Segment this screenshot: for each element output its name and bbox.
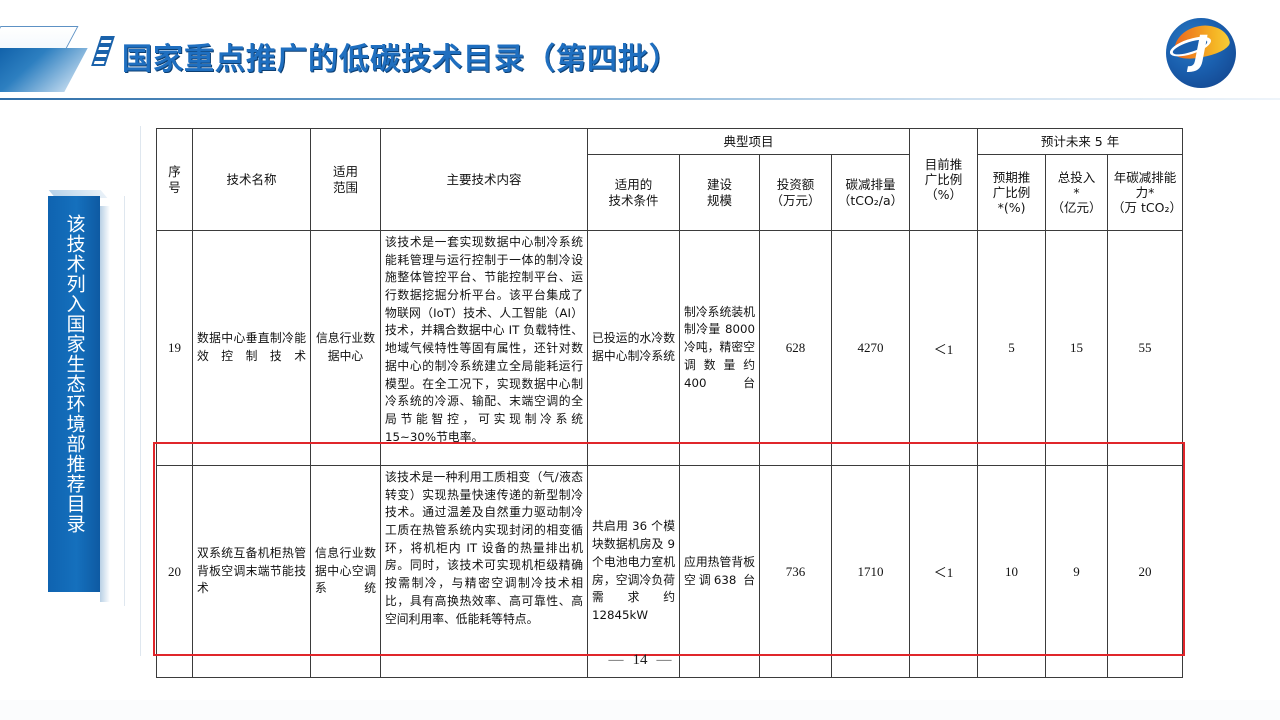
cell-annual-cut: 20 [1107,465,1184,678]
cell-condition: 共启用 36 个模块数据机房及 9 个电池电力室机房，空调冷负荷需求约12845… [587,465,680,678]
side-banner-shadow [100,206,110,602]
col-header-reduction-line2: （tCO₂/a） [837,192,904,208]
cell-annual-cut: 55 [1107,230,1184,466]
cell-total-investment: 9 [1045,465,1109,678]
low-carbon-technology-table: 序 号 技术名称 适用 范围 主要技术内容 典型项目 目前推 广比例 （%） 预… [156,128,1184,678]
col-header-ratio-exp: 预期推 广比例 *(%) [977,154,1047,231]
page-number-value: 14 [632,652,648,668]
col-header-total-inv-line2: * [1073,184,1080,200]
col-header-scope-line1: 适用 [332,164,358,180]
table-header-row-2: 适用的 技术条件 建设 规模 投资额 （万元） 碳减排量 （tCO₂/a） 预期… [157,154,1184,231]
cell-ratio-expected: 5 [977,230,1047,466]
col-header-annual-cut: 年碳减排能 力* （万 tCO₂） [1107,154,1184,231]
col-header-scope-line2: 范围 [332,179,358,195]
table-row: 19 数据中心垂直制冷能效控制技术 信息行业数据中心 该技术是一套实现数据中心制… [156,230,1184,466]
cell-tech-name: 双系统互备机柜热管背板空调末端节能技术 [192,465,311,678]
page-title: 国家重点推广的低碳技术目录（第四批） [122,42,680,77]
col-header-scale: 建设 规模 [679,154,760,231]
col-header-ratio-exp-line3: *(%) [997,200,1026,216]
col-header-condition: 适用的 技术条件 [587,154,680,231]
cell-content: 该技术是一种利用工质相变（气/液态转变）实现热量快速传递的新型制冷技术。通过温差… [380,465,588,678]
col-header-no-line2: 号 [168,179,181,195]
col-header-scale-line2: 规模 [706,192,732,208]
col-header-total-inv-line1: 总投入 [1057,169,1096,185]
col-header-no: 序 号 [156,128,193,231]
cell-scope: 信息行业数据中心 [310,230,381,466]
col-header-ratio-now-line2: 广比例 [924,171,963,187]
slide-header: 国家重点推广的低碳技术目录（第四批） [0,0,1280,100]
cell-ratio-expected: 10 [977,465,1047,678]
col-header-ratio-now-line3: （%） [925,187,962,203]
col-header-invest: 投资额 （万元） [759,154,832,231]
group-header-future-five-years: 预计未来 5 年 [977,128,1184,155]
cell-investment: 736 [759,465,832,678]
col-header-ratio-exp-line2: 广比例 [992,184,1031,200]
cell-ratio-now: ＜1 [909,230,979,466]
cell-investment: 628 [759,230,832,466]
col-header-content: 主要技术内容 [380,128,588,231]
cell-no: 20 [156,465,193,678]
cell-scale: 应用热管背板空调638 台 [679,465,760,678]
logo-letter: J [1193,28,1209,74]
cell-content: 该技术是一套实现数据中心制冷系统能耗管理与运行控制于一体的制冷设施整体管控平台、… [380,230,588,466]
col-header-total-investment: 总投入 * （亿元） [1045,154,1109,231]
cell-total-investment: 15 [1045,230,1109,466]
header-decoration-solid [0,48,88,92]
cell-carbon-reduction: 4270 [830,230,911,466]
side-banner: 该技术列入国家生态环境部推荐目录 [48,190,110,602]
cell-ratio-now: ＜1 [909,465,979,678]
page-dash-left: — [608,652,624,668]
bottom-strip [0,700,1280,720]
header-decoration-bars-icon [91,36,115,66]
col-header-annual-cut-line1: 年碳减排能 [1113,169,1177,185]
col-header-condition-line1: 适用的 [614,177,653,193]
col-header-condition-line2: 技术条件 [608,192,659,208]
group-header-typical-project: 典型项目 [586,128,911,155]
col-header-tech-name: 技术名称 [192,128,311,231]
company-logo-icon: J [1166,18,1236,88]
table-header-row-1: 序 号 技术名称 适用 范围 主要技术内容 典型项目 目前推 广比例 （%） 预… [156,128,1184,231]
col-header-invest-line2: （万元） [770,192,821,208]
col-header-no-line1: 序 [168,164,181,180]
guide-line-right [140,126,141,656]
col-header-ratio-exp-line1: 预期推 [992,169,1031,185]
cell-scale: 制冷系统装机制冷量 8000 冷吨，精密空调数量约 400 台 [679,230,760,466]
guide-line-left [124,196,125,606]
col-header-reduction-line1: 碳减排量 [845,177,896,193]
table-row: 20 双系统互备机柜热管背板空调末端节能技术 信息行业数据中心空调系统 该技术是… [156,465,1184,678]
col-header-ratio-now-line1: 目前推 [924,156,963,172]
side-banner-text: 该技术列入国家生态环境部推荐目录 [48,196,100,592]
col-header-scale-line1: 建设 [706,177,732,193]
cell-tech-name: 数据中心垂直制冷能效控制技术 [192,230,311,466]
page-dash-right: — [656,652,672,668]
col-header-scope: 适用 范围 [310,128,381,231]
col-header-invest-line1: 投资额 [776,177,815,193]
cell-carbon-reduction: 1710 [830,465,911,678]
col-header-ratio-now: 目前推 广比例 （%） [909,128,979,231]
cell-scope: 信息行业数据中心空调系统 [310,465,381,678]
header-divider [0,98,1280,100]
page-number: — 14 — [0,652,1280,669]
col-header-reduction: 碳减排量 （tCO₂/a） [830,154,911,231]
col-header-annual-cut-line3: （万 tCO₂） [1112,200,1182,216]
col-header-annual-cut-line2: 力* [1135,184,1155,200]
col-header-total-inv-line3: （亿元） [1051,200,1102,216]
cell-condition: 已投运的水冷数据中心制冷系统 [587,230,680,466]
cell-no: 19 [156,230,193,466]
